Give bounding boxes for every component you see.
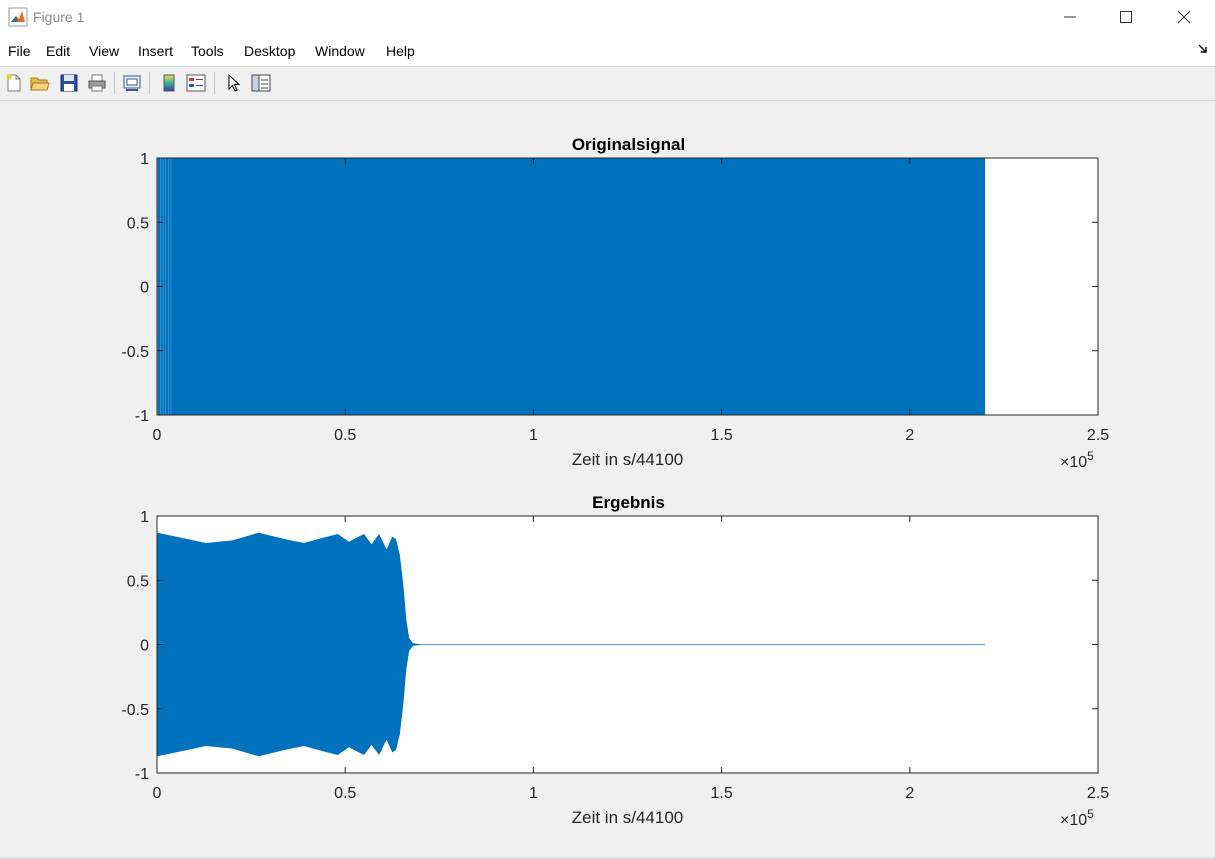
plot1-x-tick-label: 0.5 [334, 427, 356, 444]
plot1-x-tick-label: 1 [529, 427, 538, 444]
menu-bar: File Edit View Insert Tools Desktop Wind… [0, 36, 1215, 66]
plot2-x-axis-label: Zeit in s/44100 [572, 808, 684, 827]
printer-icon [88, 74, 106, 92]
title-bar: Figure 1 [0, 0, 1215, 36]
menu-edit[interactable]: Edit [46, 43, 71, 59]
close-button[interactable] [1155, 0, 1213, 34]
menu-window[interactable]: Window [315, 43, 365, 59]
plot2-x-tick-label: 1 [529, 785, 538, 802]
insert-legend-button[interactable] [185, 72, 207, 94]
plot1-x-tick-label: 2.5 [1087, 427, 1109, 444]
plot2-y-tick-label: -0.5 [121, 702, 149, 719]
plot1-x-multiplier: ×105 [1060, 449, 1094, 471]
pointer-arrow-icon [228, 73, 241, 92]
plot1-title: Originalsignal [572, 135, 685, 154]
minimize-button[interactable] [1041, 0, 1099, 34]
plot1-x-tick-label: 0 [153, 427, 162, 444]
toolbar-separator [214, 72, 215, 94]
print-button[interactable] [86, 72, 108, 94]
open-file-button[interactable] [29, 72, 51, 94]
plot1-x-tick-label: 1.5 [710, 427, 732, 444]
plot1-y-tick-label: -1 [135, 408, 149, 425]
insert-colorbar-button[interactable] [158, 72, 180, 94]
figure-toolbar [0, 66, 1215, 101]
toolbar-separator [149, 72, 150, 94]
menu-help[interactable]: Help [386, 43, 415, 59]
new-file-icon [6, 74, 21, 92]
dock-arrow-icon[interactable] [1198, 44, 1208, 54]
menu-view[interactable]: View [89, 43, 120, 59]
window-title: Figure 1 [33, 9, 85, 25]
plot2-signal-envelope [157, 532, 421, 757]
window-bottom-edge [0, 857, 1215, 859]
plot2-x-multiplier: ×105 [1060, 807, 1094, 829]
maximize-button[interactable] [1097, 0, 1155, 34]
menu-file[interactable]: File [8, 43, 31, 59]
link-plot-icon [123, 75, 141, 91]
plot2-x-tick-label: 2 [905, 785, 914, 802]
plot2-x-tick-label: 0 [153, 785, 162, 802]
plot1-x-axis-label: Zeit in s/44100 [572, 450, 684, 469]
legend-icon [186, 74, 206, 92]
link-plot-button[interactable] [121, 72, 143, 94]
plot1-y-tick-label: -0.5 [121, 344, 149, 361]
matlab-logo-icon [8, 7, 28, 27]
maximize-icon [1120, 11, 1132, 23]
plot2-x-tick-label: 0.5 [334, 785, 356, 802]
folder-open-icon [30, 77, 50, 91]
menu-tools[interactable]: Tools [191, 43, 224, 59]
floppy-disk-icon [60, 74, 78, 92]
close-icon [1177, 10, 1191, 24]
new-figure-button[interactable] [3, 72, 25, 94]
save-button[interactable] [58, 72, 80, 94]
colorbar-icon [163, 74, 175, 92]
plot2-signal-tail [420, 644, 986, 646]
plot1-y-tick-label: 0 [140, 280, 149, 297]
plot2-title: Ergebnis [592, 493, 665, 512]
plot2-x-tick-label: 2.5 [1087, 785, 1109, 802]
minimize-icon [1064, 16, 1076, 18]
property-panel-icon [251, 74, 271, 92]
toolbar-separator [114, 72, 115, 94]
plot1-x-tick-label: 2 [905, 427, 914, 444]
plot1-y-tick-label: 1 [140, 151, 149, 168]
plot2-y-tick-label: 0.5 [127, 573, 149, 590]
plot1-y-tick-label: 0.5 [127, 215, 149, 232]
menu-desktop[interactable]: Desktop [244, 43, 296, 59]
plot1-signal [157, 158, 986, 415]
plot2-y-tick-label: 1 [140, 509, 149, 526]
edit-plot-button[interactable] [223, 72, 245, 94]
property-editor-button[interactable] [250, 72, 272, 94]
plot2-y-tick-label: 0 [140, 638, 149, 655]
plot2-y-tick-label: -1 [135, 766, 149, 783]
plot2-x-tick-label: 1.5 [710, 785, 732, 802]
menu-insert[interactable]: Insert [138, 43, 174, 59]
